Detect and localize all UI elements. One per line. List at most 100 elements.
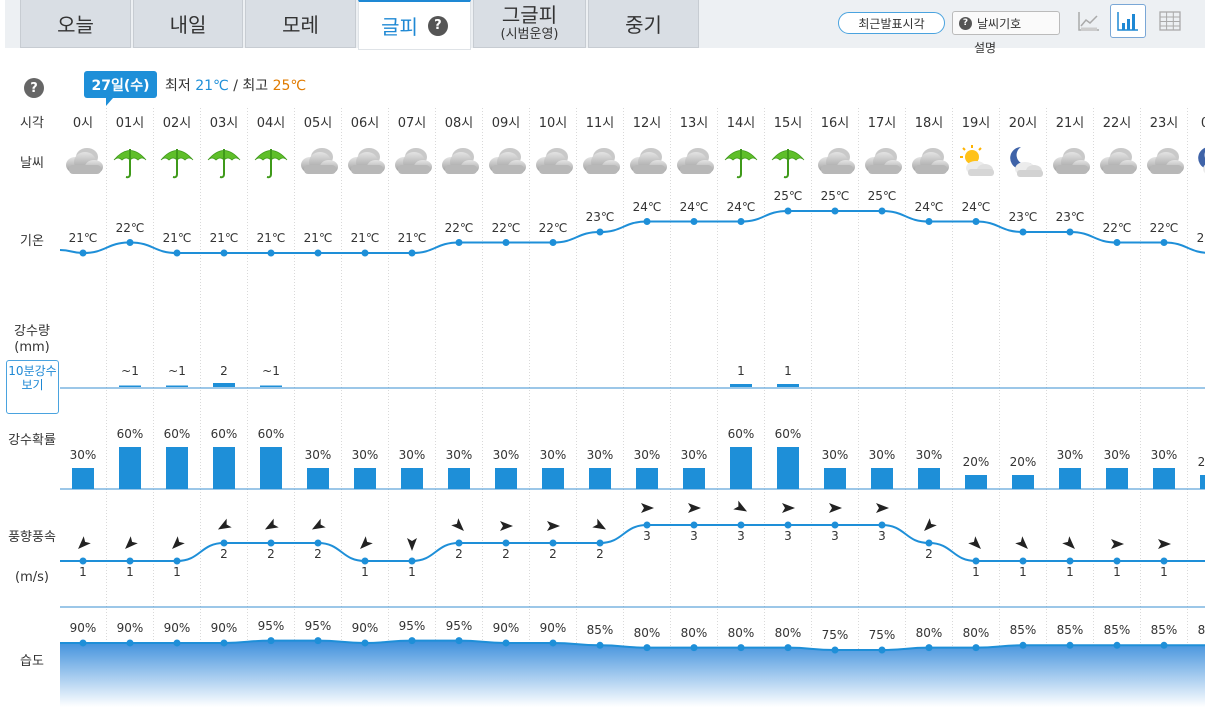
wind-direction-arrow-icon [407, 538, 417, 551]
wind-direction-arrow-icon [500, 521, 513, 531]
precip-unit-label: (mm) [14, 340, 50, 355]
tab-today[interactable]: 오늘 [20, 0, 131, 48]
umbrella-icon [719, 143, 763, 181]
humidity-point [690, 644, 698, 652]
temperature-label: 23℃ [585, 210, 615, 224]
humidity-label: 80% [774, 625, 802, 640]
hour-label: 05시 [303, 116, 333, 131]
table-view-icon[interactable] [1152, 4, 1188, 38]
humidity-label: 90% [351, 620, 379, 635]
wind-direction-arrow-icon [547, 521, 560, 531]
precip-prob-bar [166, 447, 188, 489]
humidity-label: 90% [163, 620, 191, 635]
precip-prob-bar [260, 447, 282, 489]
wind-point [643, 521, 651, 529]
cloud-icon [578, 143, 622, 181]
line-chart-view-icon[interactable] [1071, 4, 1107, 38]
precip-prob-label: 20% [1197, 455, 1205, 469]
prob-row-label: 강수확률 [8, 433, 56, 448]
precip-prob-label: 60% [257, 427, 285, 441]
precip-prob-label: 30% [586, 448, 614, 462]
tab-sublabel: (시범운영) [500, 27, 559, 43]
chart-help-icon[interactable]: ? [24, 78, 44, 98]
min-value: 21℃ [195, 78, 229, 94]
umbrella-icon [155, 143, 199, 181]
wind-speed-label: 1 [126, 565, 134, 579]
precip-prob-label: 20% [1009, 455, 1037, 469]
wind-speed-label: 1 [1019, 565, 1027, 579]
precip-prob-label: 30% [915, 448, 943, 462]
temperature-label: 22℃ [491, 220, 521, 235]
wind-speed-label: 2 [267, 547, 275, 561]
wind-direction-arrow-icon [1015, 536, 1028, 549]
temperature-point [643, 218, 651, 225]
humidity-point [408, 637, 416, 645]
wind-speed-label: 3 [878, 529, 886, 543]
temperature-label: 21℃ [397, 231, 427, 245]
temperature-label: 21℃ [350, 231, 380, 245]
cloud-icon [625, 143, 669, 181]
wind-speed-label: 2 [502, 547, 510, 561]
recent-release-button[interactable]: 최근발표시각 [838, 12, 945, 34]
tab-midterm[interactable]: 중기 [588, 0, 699, 48]
precip-bar [166, 385, 188, 387]
wind-point [737, 521, 745, 529]
rain-10min-button[interactable]: 10분강수보기 [6, 360, 59, 414]
cloud-icon [813, 143, 857, 181]
temperature-point [972, 218, 980, 225]
humidity-point [784, 644, 792, 652]
wind-point [972, 557, 980, 565]
humidity-point [126, 639, 134, 647]
wind-point [1160, 557, 1168, 565]
tab-help-icon[interactable]: ? [427, 15, 448, 36]
tab-4-days[interactable]: 그글피 (시범운영) [473, 0, 586, 48]
precip-prob-label: 30% [304, 448, 332, 462]
hour-label: 16시 [820, 116, 850, 131]
humidity-label: 90% [116, 620, 144, 635]
humidity-label: 95% [398, 618, 426, 633]
temperature-label: 24℃ [914, 199, 944, 214]
humidity-point [643, 644, 651, 652]
humidity-label: 95% [304, 618, 332, 633]
temperature-label: 21℃ [303, 231, 333, 245]
hour-label: 11시 [585, 116, 615, 131]
temperature-point [79, 249, 87, 257]
precip-prob-label: 30% [69, 448, 97, 462]
wind-row-label: 풍향풍속 [8, 530, 56, 545]
wind-speed-label: 2 [220, 547, 228, 561]
temperature-point [408, 249, 416, 257]
weather-symbol-button[interactable]: ? 날씨기호 [952, 11, 1060, 35]
wind-speed-label: 1 [408, 565, 416, 579]
hour-label: 18시 [914, 116, 944, 131]
precip-prob-label: 60% [210, 427, 238, 441]
temperature-point [126, 239, 134, 246]
min-label: 최저 [165, 78, 191, 94]
wind-point [502, 539, 510, 547]
wind-direction-arrow-icon [451, 518, 464, 531]
tab-3-days[interactable]: 글피? [358, 0, 471, 50]
precip-prob-label: 30% [398, 448, 426, 462]
humidity-label: 85% [1197, 623, 1205, 638]
precip-prob-bar [918, 468, 940, 489]
hour-label: 01시 [115, 116, 145, 131]
precip-label: ~1 [262, 364, 280, 378]
tab-day-after[interactable]: 모레 [245, 0, 356, 48]
moon-cloud-icon [1001, 143, 1045, 181]
cloud-icon [1142, 143, 1186, 181]
tab-tomorrow[interactable]: 내일 [133, 0, 243, 48]
precip-prob-bar [307, 468, 329, 489]
bar-chart-view-icon[interactable] [1110, 4, 1146, 38]
precip-prob-bar [871, 468, 893, 489]
humidity-point [220, 639, 228, 647]
wind-point [878, 521, 886, 529]
wind-speed-label: 2 [549, 547, 557, 561]
precip-label: ~1 [168, 364, 186, 378]
tab-label: 오늘 [57, 13, 94, 37]
precip-bar [730, 384, 752, 387]
wind-speed-line [60, 524, 1205, 562]
umbrella-icon [202, 143, 246, 181]
weather-row-label: 날씨 [20, 156, 44, 171]
hour-label: 09시 [491, 116, 521, 131]
temperature-label: 22℃ [1102, 220, 1132, 235]
